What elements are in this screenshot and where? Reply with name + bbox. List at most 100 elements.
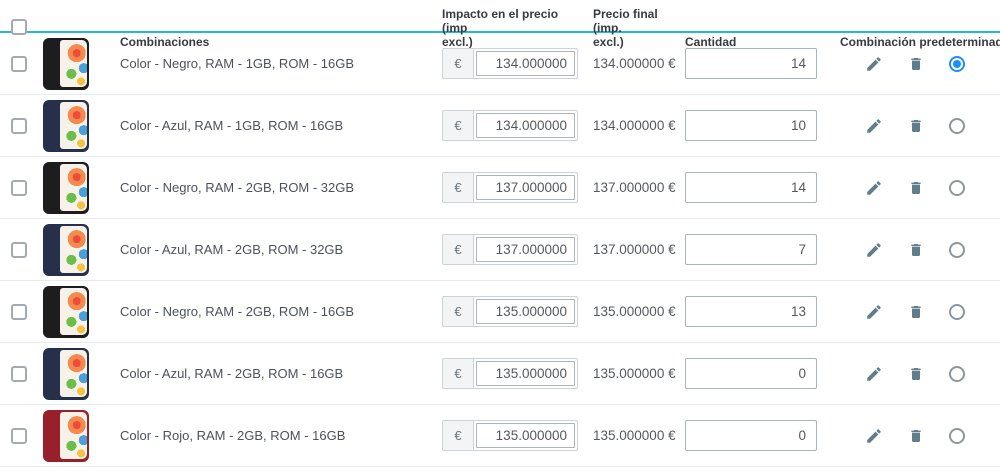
currency-symbol: € <box>443 359 474 388</box>
trash-icon <box>908 242 924 258</box>
default-combination-radio[interactable] <box>949 241 965 258</box>
header-default-combination: Combinación predeterminada <box>840 35 1000 49</box>
row-image-cell <box>40 223 118 277</box>
final-price-value: 137.000000 € <box>593 242 676 257</box>
row-checkbox-cell <box>0 117 40 134</box>
default-combination-radio[interactable] <box>949 55 965 72</box>
price-impact-cell: € <box>435 358 585 389</box>
default-combination-radio[interactable] <box>949 179 965 196</box>
quantity-input[interactable] <box>685 420 817 451</box>
row-checkbox[interactable] <box>11 365 27 382</box>
quantity-input[interactable] <box>685 48 817 79</box>
row-checkbox[interactable] <box>11 303 27 320</box>
delete-button[interactable] <box>908 118 924 134</box>
row-checkbox[interactable] <box>11 55 27 72</box>
quantity-input[interactable] <box>685 172 817 203</box>
quantity-cell <box>685 48 820 79</box>
row-checkbox-cell <box>0 179 40 196</box>
price-impact-input[interactable] <box>476 299 575 324</box>
delete-button[interactable] <box>908 56 924 72</box>
table-header: Combinaciones Impacto en el precio (imp … <box>0 0 1000 49</box>
currency-symbol: € <box>443 421 474 450</box>
quantity-cell <box>685 110 820 141</box>
combination-name: Color - Rojo, RAM - 2GB, ROM - 16GB <box>120 428 346 443</box>
price-impact-group: € <box>442 358 578 389</box>
row-checkbox-cell <box>0 427 40 444</box>
row-actions <box>820 219 1000 280</box>
default-combination-radio[interactable] <box>949 365 965 382</box>
final-price-value: 134.000000 € <box>593 56 676 71</box>
delete-button[interactable] <box>908 428 924 444</box>
quantity-input[interactable] <box>685 110 817 141</box>
row-checkbox[interactable] <box>11 241 27 258</box>
trash-icon <box>908 304 924 320</box>
price-impact-input[interactable] <box>476 113 575 138</box>
delete-button[interactable] <box>908 242 924 258</box>
price-impact-group: € <box>442 234 578 265</box>
row-image-cell <box>40 37 118 91</box>
default-combination-radio[interactable] <box>949 303 965 320</box>
header-final-price: Precio final (imp. excl.) <box>593 7 658 49</box>
header-price-impact: Impacto en el precio (imp excl.) <box>442 7 559 49</box>
delete-button[interactable] <box>908 366 924 382</box>
price-impact-input[interactable] <box>476 175 575 200</box>
price-impact-cell: € <box>435 172 585 203</box>
edit-button[interactable] <box>865 179 883 197</box>
product-thumbnail <box>41 347 91 401</box>
header-checkbox-cell <box>0 0 40 55</box>
row-checkbox[interactable] <box>11 179 27 196</box>
pencil-icon <box>865 241 883 259</box>
delete-button[interactable] <box>908 304 924 320</box>
quantity-cell <box>685 420 820 451</box>
price-impact-input[interactable] <box>476 237 575 262</box>
price-impact-input[interactable] <box>476 361 575 386</box>
edit-button[interactable] <box>865 55 883 73</box>
pencil-icon <box>865 179 883 197</box>
phone-screen <box>60 411 87 459</box>
price-impact-input[interactable] <box>476 51 575 76</box>
price-impact-group: € <box>442 172 578 203</box>
currency-symbol: € <box>443 235 474 264</box>
price-impact-cell: € <box>435 110 585 141</box>
edit-button[interactable] <box>865 303 883 321</box>
quantity-cell <box>685 172 820 203</box>
combination-name: Color - Azul, RAM - 2GB, ROM - 32GB <box>120 242 344 257</box>
select-all-checkbox[interactable] <box>11 19 27 35</box>
combination-row: Color - Azul, RAM - 1GB, ROM - 16GB € 13… <box>0 95 1000 157</box>
default-combination-radio[interactable] <box>949 427 965 444</box>
trash-icon <box>908 366 924 382</box>
row-actions <box>820 281 1000 342</box>
final-price-value: 137.000000 € <box>593 180 676 195</box>
row-actions <box>820 405 1000 466</box>
row-actions <box>820 33 1000 94</box>
pencil-icon <box>865 117 883 135</box>
edit-button[interactable] <box>865 241 883 259</box>
header-quantity: Cantidad <box>685 35 737 49</box>
row-checkbox[interactable] <box>11 117 27 134</box>
row-checkbox-cell <box>0 365 40 382</box>
edit-button[interactable] <box>865 117 883 135</box>
currency-symbol: € <box>443 173 474 202</box>
price-impact-cell: € <box>435 420 585 451</box>
price-impact-input[interactable] <box>476 423 575 448</box>
quantity-input[interactable] <box>685 296 817 327</box>
row-image-cell <box>40 347 118 401</box>
row-checkbox-cell <box>0 303 40 320</box>
product-thumbnail <box>41 409 91 463</box>
row-checkbox[interactable] <box>11 427 27 444</box>
quantity-input[interactable] <box>685 358 817 389</box>
default-combination-radio[interactable] <box>949 117 965 134</box>
combination-row: Color - Azul, RAM - 2GB, ROM - 16GB € 13… <box>0 343 1000 405</box>
phone-screen <box>60 163 87 211</box>
combination-name: Color - Azul, RAM - 2GB, ROM - 16GB <box>120 366 344 381</box>
quantity-input[interactable] <box>685 234 817 265</box>
phone-screen <box>60 349 87 397</box>
phone-screen <box>60 101 87 149</box>
edit-button[interactable] <box>865 427 883 445</box>
pencil-icon <box>865 427 883 445</box>
row-image-cell <box>40 161 118 215</box>
delete-button[interactable] <box>908 180 924 196</box>
edit-button[interactable] <box>865 365 883 383</box>
row-image-cell <box>40 285 118 339</box>
